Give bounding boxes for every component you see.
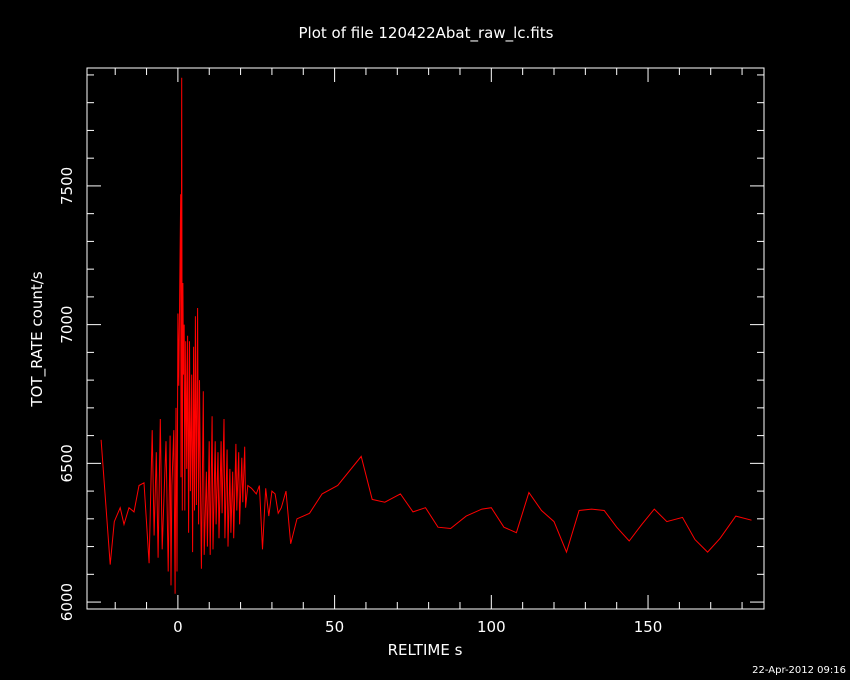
plot-timestamp: 22-Apr-2012 09:16 (752, 665, 846, 676)
y-tick-label: 7500 (58, 167, 76, 205)
plot-title: Plot of file 120422Abat_raw_lc.fits (299, 24, 554, 43)
x-tick-label: 0 (173, 618, 183, 636)
y-tick-label: 6000 (58, 583, 76, 621)
y-tick-label: 6500 (58, 444, 76, 482)
axis-ticks (87, 68, 764, 609)
x-tick-label: 50 (325, 618, 344, 636)
y-axis-label: TOT_RATE count/s (28, 271, 47, 407)
series-line-tot-rate (100, 77, 752, 594)
y-tick-label: 7000 (58, 306, 76, 344)
x-axis-label: RELTIME s (388, 641, 463, 659)
x-tick-label: 100 (477, 618, 506, 636)
axis-tick-labels: 0 50 100 150 6000 6500 7000 7500 (58, 167, 662, 636)
x-tick-label: 150 (634, 618, 663, 636)
plot-frame (86, 67, 765, 610)
